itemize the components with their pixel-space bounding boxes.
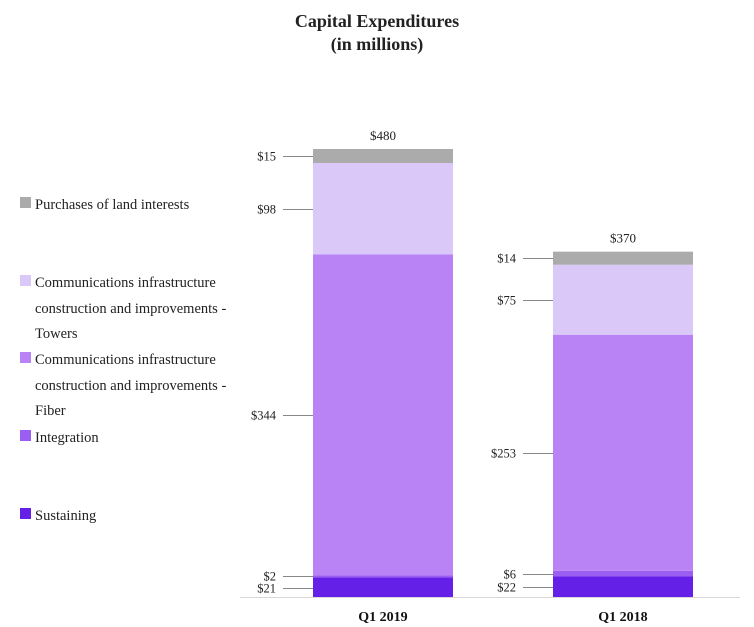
data-label: $15 (257, 150, 276, 164)
bar-segment (553, 570, 693, 577)
data-label: $344 (251, 409, 277, 423)
legend-label: Integration (35, 430, 99, 446)
legend-item-fiber: Communications infrastructure constructi… (20, 348, 260, 425)
total-label: $370 (610, 231, 636, 246)
bar-segment (313, 254, 453, 576)
legend-label: Communications infrastructure constructi… (35, 352, 227, 419)
legend-label: Purchases of land interests (35, 197, 190, 213)
bar-segment (553, 334, 693, 571)
legend-swatch (20, 508, 31, 519)
data-label: $14 (497, 252, 517, 266)
chart-title-main: Capital Expenditures (294, 11, 460, 31)
legend-item-sustaining: Sustaining (20, 504, 260, 530)
chart-subtitle: (in millions) (330, 34, 424, 54)
legend-item-land: Purchases of land interests (20, 193, 260, 219)
bar-segment (553, 251, 693, 265)
total-label: $480 (370, 128, 396, 143)
legend-swatch (20, 430, 31, 441)
bar-segment (553, 576, 693, 597)
legend-label: Sustaining (35, 508, 97, 524)
chart-title: Capital Expenditures (in millions) (0, 10, 754, 56)
bar-segment (313, 577, 453, 597)
data-label: $98 (257, 203, 276, 217)
legend-item-integration: Integration (20, 426, 260, 452)
legend-swatch (20, 197, 31, 208)
legend-item-towers: Communications infrastructure constructi… (20, 271, 260, 348)
bar-segment (313, 163, 453, 255)
x-tick-label: Q1 2019 (358, 610, 407, 625)
data-label: $253 (491, 447, 516, 461)
legend-swatch (20, 275, 31, 286)
bar-segment (313, 575, 453, 578)
legend-label: Communications infrastructure constructi… (35, 275, 227, 342)
bar-segment (553, 264, 693, 335)
data-label: $75 (497, 294, 516, 308)
data-label: $21 (257, 582, 276, 596)
x-tick-label: Q1 2018 (598, 610, 647, 625)
data-label: $22 (497, 581, 516, 595)
bar-segment (313, 149, 453, 163)
data-label: $6 (504, 568, 517, 582)
data-label: $2 (264, 570, 277, 584)
legend-swatch (20, 352, 31, 363)
